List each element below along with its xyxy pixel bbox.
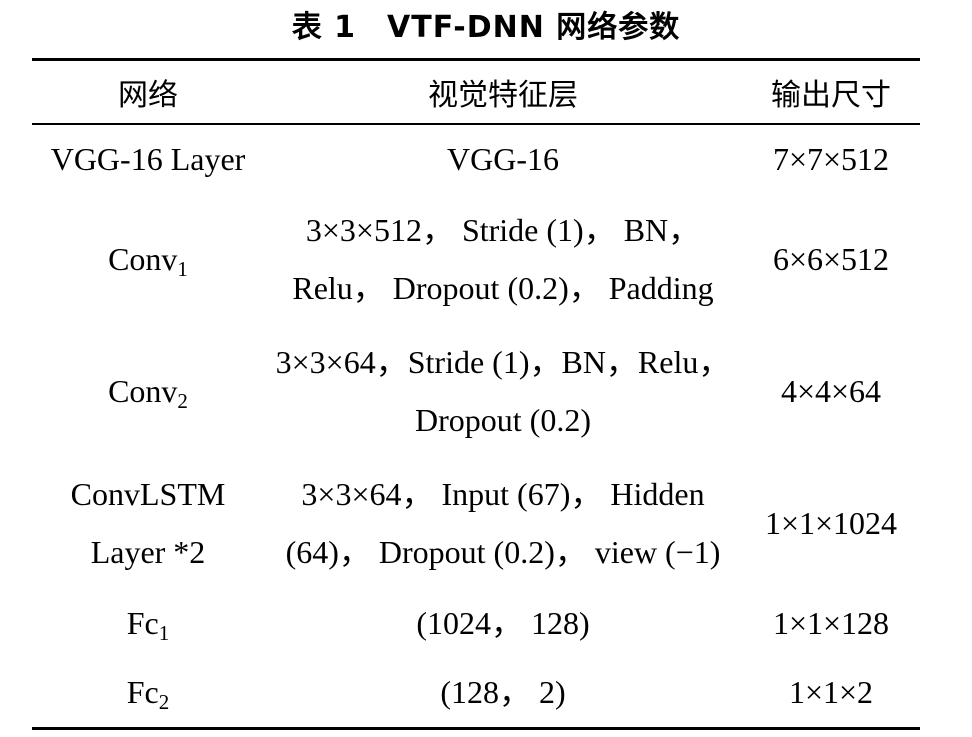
header-visual-layer: 视觉特征层: [264, 59, 742, 125]
table-caption: 表 1 VTF-DNN 网络参数: [291, 10, 681, 45]
network-name: Layer *2: [90, 534, 206, 570]
network-subscript: 2: [158, 690, 170, 714]
layer-line: Relu， Dropout (0.2)， Padding: [292, 270, 714, 306]
table-row: ConvLSTM Layer *2 3×3×64， Input (67)， Hi…: [32, 457, 920, 589]
table-row: Fc1 (1024， 128) 1×1×128: [32, 589, 920, 657]
layer-line: 3×3×512， Stride (1)， BN，: [305, 212, 701, 248]
network-cell: Conv1: [32, 193, 264, 325]
network-subscript: 1: [177, 257, 188, 281]
network-cell: ConvLSTM Layer *2: [32, 457, 264, 589]
network-subscript: 2: [177, 389, 188, 413]
header-output-size: 输出尺寸: [742, 59, 920, 125]
network-name: Fc: [126, 605, 159, 641]
layer-cell: 3×3×64， Input (67)， Hidden (64)， Dropout…: [264, 457, 742, 589]
network-name: ConvLSTM: [70, 476, 226, 512]
network-subscript: 1: [158, 621, 170, 645]
network-cell: Conv2: [32, 325, 264, 457]
output-cell: 1×1×2: [788, 674, 874, 710]
layer-cell: VGG-16: [264, 124, 742, 193]
network-parameters-table: 网络 视觉特征层 输出尺寸 VGG-16 Layer VGG-16 7×7×51…: [32, 58, 920, 730]
layer-cell: 3×3×64，Stride (1)，BN，Relu， Dropout (0.2): [264, 325, 742, 457]
layer-line: (64)， Dropout (0.2)， view (−1): [285, 534, 721, 570]
layer-line: Dropout (0.2): [415, 402, 591, 438]
output-cell: 1×1×128: [772, 605, 890, 641]
layer-line: 3×3×64，Stride (1)，BN，Relu，: [275, 344, 731, 380]
output-cell: 7×7×512: [772, 141, 890, 177]
output-cell: 6×6×512: [772, 241, 890, 277]
network-cell: VGG-16 Layer: [32, 124, 264, 193]
layer-cell: 3×3×512， Stride (1)， BN， Relu， Dropout (…: [264, 193, 742, 325]
table-row: Conv1 3×3×512， Stride (1)， BN， Relu， Dro…: [32, 193, 920, 325]
layer-line: 3×3×64， Input (67)， Hidden: [301, 476, 705, 512]
network-cell: Fc1: [32, 589, 264, 657]
network-name: Conv: [108, 241, 178, 277]
layer-cell: (1024， 128): [264, 589, 742, 657]
table-row: Fc2 (128， 2) 1×1×2: [32, 657, 920, 729]
layer-cell: (128， 2): [264, 657, 742, 729]
table-row: VGG-16 Layer VGG-16 7×7×512: [32, 124, 920, 193]
header-row: 网络 视觉特征层 输出尺寸: [32, 59, 920, 125]
layer-line: (1024， 128): [416, 605, 590, 641]
layer-line: (128， 2): [440, 674, 566, 710]
network-cell: Fc2: [32, 657, 264, 729]
layer-line: VGG-16: [447, 141, 559, 177]
output-cell: 4×4×64: [780, 373, 882, 409]
output-cell: 1×1×1024: [764, 505, 898, 541]
network-name: VGG-16 Layer: [50, 141, 246, 177]
network-name: Fc: [126, 674, 159, 710]
header-network: 网络: [32, 59, 264, 125]
network-name: Conv: [108, 373, 178, 409]
table-row: Conv2 3×3×64，Stride (1)，BN，Relu， Dropout…: [32, 325, 920, 457]
